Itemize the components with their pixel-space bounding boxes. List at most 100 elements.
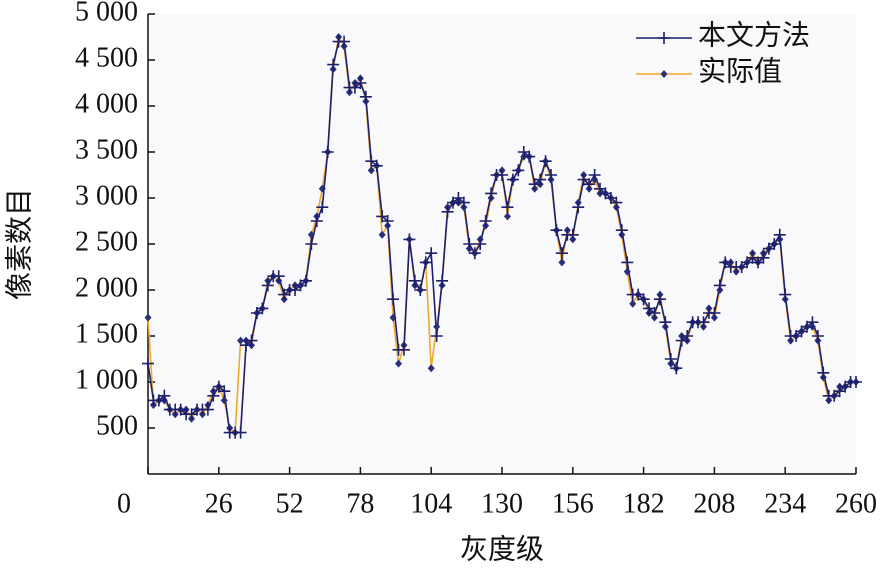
plot-area: [148, 14, 856, 474]
y-tick-label: 1 000: [75, 364, 138, 395]
data-point: [414, 284, 427, 296]
data-point: [653, 293, 666, 306]
y-tick-label: 4 000: [75, 88, 138, 119]
data-point: [506, 173, 519, 186]
data-point: [558, 258, 566, 267]
data-point: [234, 426, 247, 439]
data-point: [572, 201, 585, 214]
y-tick-label: 5 000: [75, 0, 138, 27]
data-point: [389, 313, 397, 322]
data-point: [545, 169, 558, 181]
data-point: [419, 256, 432, 269]
data-point: [436, 274, 449, 287]
data-point: [387, 293, 400, 306]
data-point: [697, 316, 710, 329]
data-point: [623, 267, 631, 276]
data-point: [220, 396, 228, 405]
data-point: [708, 307, 721, 319]
data-point: [539, 155, 552, 168]
data-point: [457, 196, 470, 209]
data-point: [381, 215, 394, 227]
data-point: [310, 215, 323, 227]
x-axis-label: 灰度级: [460, 533, 544, 565]
data-point: [512, 164, 525, 177]
data-point: [615, 224, 628, 237]
data-point: [555, 247, 568, 260]
data-point: [629, 299, 637, 308]
data-point: [817, 366, 830, 379]
data-point: [316, 201, 329, 214]
data-point: [468, 247, 481, 260]
data-point: [359, 90, 372, 103]
data-point: [338, 35, 351, 48]
data-point: [485, 187, 498, 200]
x-tick-label: 182: [623, 488, 665, 519]
data-point: [534, 173, 547, 186]
data-point: [463, 238, 476, 250]
data-point: [806, 316, 819, 329]
x-tick-label: 26: [205, 488, 233, 519]
data-point: [583, 178, 596, 191]
data-point: [501, 201, 514, 214]
x-tick-label: 130: [481, 488, 523, 519]
y-tick-label: 2 000: [75, 272, 138, 303]
data-point: [433, 322, 441, 331]
data-point: [354, 77, 367, 89]
legend-marker: [658, 32, 670, 44]
data-point: [408, 274, 421, 287]
data-point: [321, 146, 334, 158]
data-point: [245, 334, 258, 347]
data-point: [427, 364, 435, 373]
data-point: [659, 316, 672, 329]
data-point: [237, 336, 245, 345]
data-point: [681, 330, 694, 342]
y-tick-label: 4 500: [75, 42, 138, 73]
data-point: [768, 238, 781, 250]
data-point: [142, 357, 154, 370]
x-tick-label: 208: [693, 488, 735, 519]
x-tick-label: 104: [410, 488, 452, 519]
data-point: [299, 274, 312, 287]
y-tick-label: 3 000: [75, 180, 138, 211]
data-point: [158, 389, 171, 402]
data-point: [144, 313, 152, 322]
data-point: [637, 293, 650, 306]
x-tick-label: 260: [835, 488, 877, 519]
data-point: [757, 251, 770, 264]
y-tick-label: 2 500: [75, 226, 138, 257]
x-tick-label: 0: [117, 488, 131, 519]
data-point: [503, 212, 511, 221]
legend-marker: [660, 70, 668, 78]
data-point: [403, 233, 416, 246]
y-tick-label: 500: [96, 410, 138, 441]
data-point: [610, 196, 623, 209]
data-point: [550, 224, 563, 237]
data-point: [305, 238, 318, 250]
data-point: [850, 376, 862, 388]
legend-label: 本文方法: [698, 19, 810, 51]
data-point: [201, 403, 214, 416]
data-point: [370, 159, 383, 172]
data-point: [397, 343, 410, 356]
x-tick-label: 52: [276, 488, 304, 519]
data-point: [441, 205, 454, 218]
data-point: [425, 247, 438, 260]
data-point: [307, 230, 315, 239]
data-point: [272, 270, 285, 283]
y-axis-label: 像素数目: [3, 188, 35, 300]
data-point: [327, 58, 340, 71]
data-point: [773, 228, 786, 241]
data-point: [670, 362, 683, 375]
data-point: [523, 150, 536, 163]
data-point: [496, 169, 508, 181]
data-point: [261, 279, 274, 292]
data-point: [474, 238, 487, 250]
y-tick-label: 3 500: [75, 134, 138, 165]
data-point: [218, 385, 231, 398]
data-point: [430, 330, 443, 342]
x-tick-label: 234: [764, 488, 806, 519]
data-point: [395, 359, 403, 368]
data-point: [378, 230, 386, 239]
legend-label: 实际值: [698, 55, 782, 87]
